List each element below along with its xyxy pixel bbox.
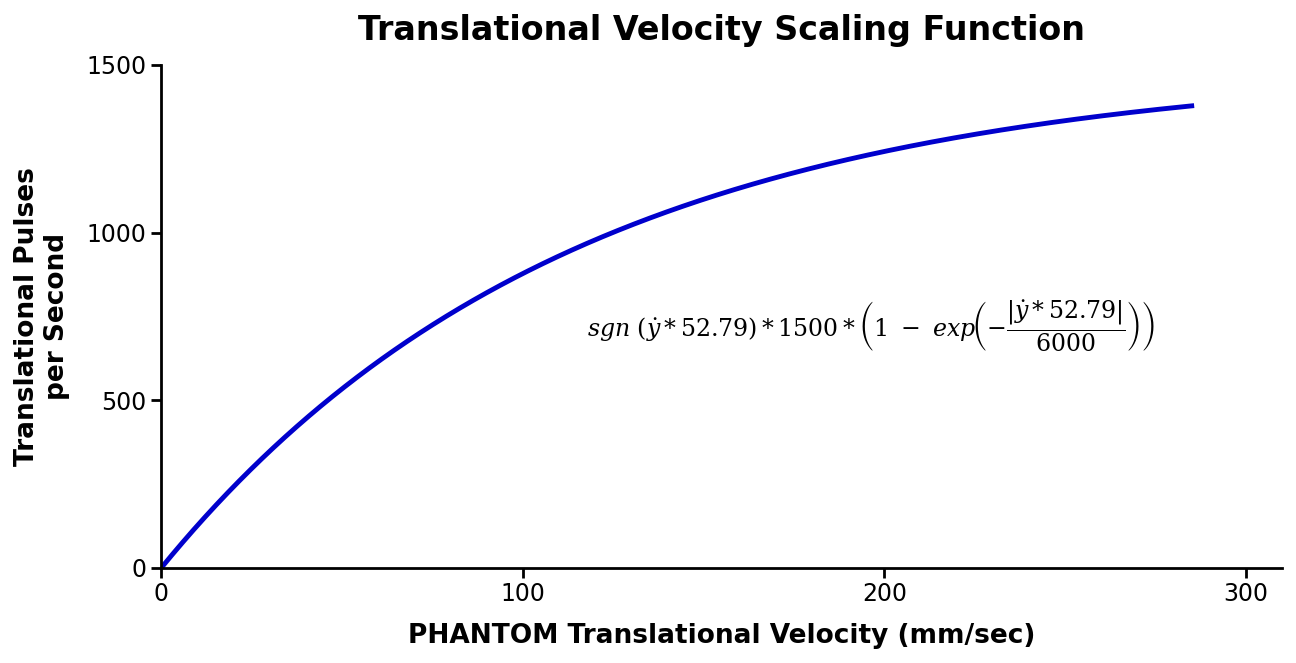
X-axis label: PHANTOM Translational Velocity (mm/sec): PHANTOM Translational Velocity (mm/sec) <box>408 623 1036 649</box>
Y-axis label: Translational Pulses
per Second: Translational Pulses per Second <box>14 167 70 466</box>
Text: $\mathit{sgn}\ (\dot{y} * 52.79) * 1500 * \left(1\ -\ \mathit{exp}\!\left(-\dfra: $\mathit{sgn}\ (\dot{y} * 52.79) * 1500 … <box>587 299 1156 354</box>
Title: Translational Velocity Scaling Function: Translational Velocity Scaling Function <box>358 14 1085 47</box>
